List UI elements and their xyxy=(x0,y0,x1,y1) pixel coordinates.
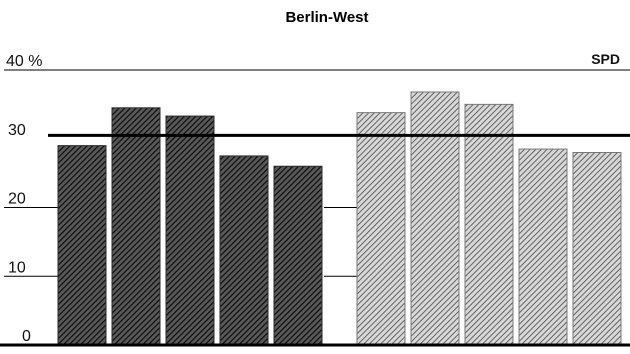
tick-label-20: 20 xyxy=(8,191,26,208)
y-axis-unit-label: 40 % xyxy=(6,53,42,70)
grid-lines xyxy=(4,69,630,277)
bar-group1-2 xyxy=(111,107,161,346)
tick-label-0: 0 xyxy=(22,328,31,345)
bar-group2-3 xyxy=(464,103,514,346)
bar-group2-1 xyxy=(356,112,406,346)
tick-label-10: 10 xyxy=(8,259,26,276)
series-label-spd: SPD xyxy=(591,51,620,67)
bars xyxy=(57,91,622,346)
tick-label-30: 30 xyxy=(8,122,26,139)
bar-group1-1 xyxy=(57,145,107,346)
chart-title: Berlin-West xyxy=(285,9,368,26)
bar-group1-3 xyxy=(165,115,215,346)
bar-group1-4 xyxy=(219,155,269,346)
bar-group2-2 xyxy=(410,91,460,346)
bar-group1-5 xyxy=(273,165,323,346)
y-axis-tick-labels: 0 10 20 30 xyxy=(8,122,31,345)
bar-group2-5 xyxy=(572,152,622,346)
bar-group2-4 xyxy=(518,148,568,346)
